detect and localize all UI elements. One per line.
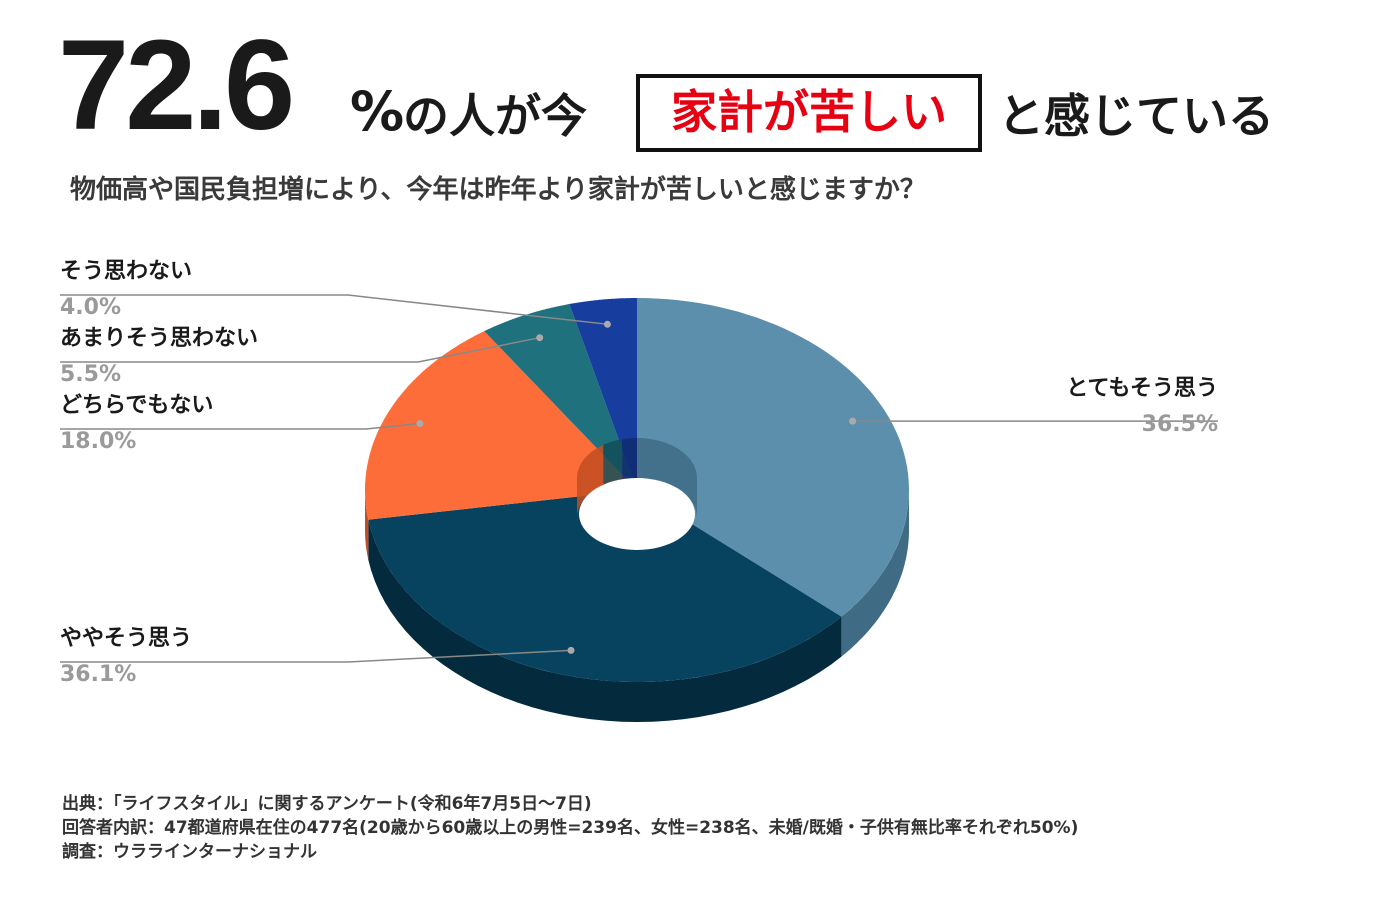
- slice-value-4: 4.0%: [60, 295, 121, 320]
- slice-value-1: 36.1%: [60, 662, 136, 687]
- slice-value-3: 5.5%: [60, 362, 121, 387]
- pie-slice-2: [365, 331, 637, 520]
- leader-line-3: [60, 336, 540, 363]
- slice-label-0: とてもそう思う: [1066, 376, 1218, 401]
- slice-label-2: どちらでもない: [60, 393, 213, 418]
- headline-highlight-box: 家計が苦しい: [636, 74, 982, 152]
- respondents-note: 回答者内訳：47都道府県在住の477名(20歳から60歳以上の男性=239名、女…: [62, 818, 1079, 838]
- slice-label-4: そう思わない: [60, 259, 192, 284]
- pie-slice-0: [637, 298, 909, 617]
- leader-line-2: [60, 422, 420, 430]
- slice-side-0: [841, 490, 909, 657]
- headline-number: 72.6: [58, 14, 295, 157]
- headline-percent-sign: %: [350, 80, 405, 143]
- slice-side-1: [368, 519, 842, 722]
- slice-side-2: [365, 490, 369, 560]
- slice-value-2: 18.0%: [60, 429, 136, 454]
- source-note: 出典：「ライフスタイル」に関するアンケート(令和6年7月5日〜7日): [62, 794, 592, 814]
- surveyor-note: 調査：ウララインターナショナル: [62, 842, 317, 862]
- donut-hole: [579, 478, 695, 550]
- slice-value-0: 36.5%: [1142, 412, 1218, 437]
- headline-middle-text: の人が今: [403, 89, 587, 143]
- source-notes: 出典：「ライフスタイル」に関するアンケート(令和6年7月5日〜7日) 回答者内訳…: [62, 792, 1078, 864]
- survey-question: 物価高や国民負担増により、今年は昨年より家計が苦しいと感じますか？: [70, 175, 926, 205]
- pie-slice-1: [368, 490, 842, 682]
- leader-line-1: [60, 649, 572, 663]
- leader-dot-0: [849, 417, 857, 425]
- pie-slice-3: [484, 304, 637, 490]
- hole-wall-0-0: [637, 438, 697, 518]
- leader-dot-4: [603, 320, 611, 328]
- hole-wall-2-1: [577, 444, 604, 518]
- headline: 72.6 % の人が今 家計が苦しい と感じている: [58, 16, 1378, 156]
- slice-label-3: あまりそう思わない: [60, 326, 258, 351]
- leader-dot-2: [416, 420, 424, 427]
- headline-highlight-text: 家計が苦しい: [671, 85, 947, 139]
- headline-end-text: と感じている: [998, 89, 1274, 143]
- hole-wall-3-1: [603, 439, 623, 485]
- slice-label-1: ややそう思う: [60, 626, 192, 651]
- leader-line-4: [60, 294, 608, 326]
- leader-dot-1: [567, 646, 575, 654]
- leader-dot-3: [536, 334, 544, 342]
- hole-wall-4-1: [622, 438, 637, 480]
